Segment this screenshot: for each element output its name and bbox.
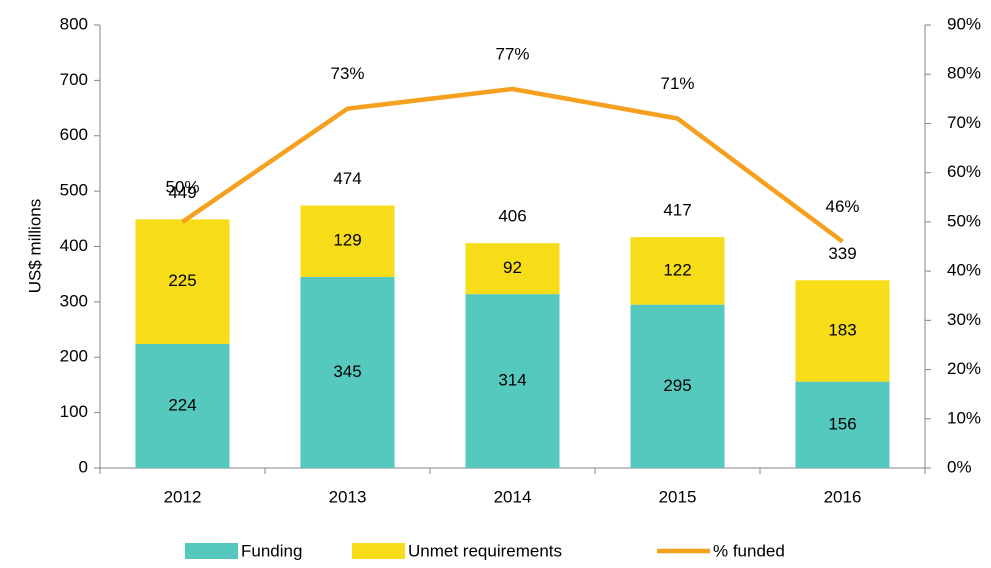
legend-swatch — [185, 543, 238, 559]
y-tick-label: 800 — [60, 14, 88, 33]
total-label: 406 — [498, 207, 526, 226]
total-label: 339 — [828, 244, 856, 263]
bar-value-label: 225 — [168, 271, 196, 290]
bar-segment — [135, 343, 230, 468]
legend-label: Funding — [241, 541, 302, 560]
bar-segment — [465, 243, 560, 295]
bar-segment — [795, 280, 890, 382]
line-value-label: 77% — [495, 44, 529, 63]
y2-tick-label: 40% — [947, 261, 981, 280]
bar-segment — [300, 276, 395, 468]
x-tick-label: 2015 — [659, 487, 697, 506]
y2-tick-label: 90% — [947, 14, 981, 33]
bar-segment — [630, 237, 725, 305]
line-value-label: 50% — [165, 177, 199, 196]
bar-value-label: 122 — [663, 260, 691, 279]
y2-tick-label: 30% — [947, 310, 981, 329]
y-tick-label: 300 — [60, 291, 88, 310]
y-tick-label: 0 — [79, 457, 88, 476]
y-tick-label: 400 — [60, 236, 88, 255]
x-tick-label: 2012 — [164, 487, 202, 506]
y-axis-label: US$ millions — [25, 199, 44, 293]
y-tick-label: 600 — [60, 125, 88, 144]
line-value-label: 46% — [825, 197, 859, 216]
y-tick-label: 100 — [60, 402, 88, 421]
bar-value-label: 92 — [503, 258, 522, 277]
y2-tick-label: 80% — [947, 64, 981, 83]
bar-value-label: 129 — [333, 231, 361, 250]
line — [181, 86, 844, 244]
x-tick-label: 2014 — [494, 487, 532, 506]
y-tick-label: 500 — [60, 181, 88, 200]
bar-segment — [465, 294, 560, 468]
y2-tick-label: 10% — [947, 408, 981, 427]
y-tick-label: 700 — [60, 70, 88, 89]
bar-value-label: 183 — [828, 320, 856, 339]
bar-segment — [630, 304, 725, 468]
legend-label: % funded — [713, 541, 785, 560]
y2-tick-label: 70% — [947, 113, 981, 132]
y2-tick-label: 60% — [947, 162, 981, 181]
legend-swatch — [352, 543, 405, 559]
bar-segment — [300, 205, 395, 277]
bar-value-label: 156 — [828, 414, 856, 433]
total-label: 449 — [168, 183, 196, 202]
y2-tick-label: 50% — [947, 211, 981, 230]
line-value-label: 73% — [330, 64, 364, 83]
bar-segment — [135, 219, 230, 344]
x-tick-label: 2013 — [329, 487, 367, 506]
total-label: 417 — [663, 201, 691, 220]
bar-value-label: 224 — [168, 395, 196, 414]
y-tick-label: 200 — [60, 347, 88, 366]
total-label: 474 — [333, 169, 361, 188]
y2-tick-label: 20% — [947, 359, 981, 378]
bar-value-label: 345 — [333, 362, 361, 381]
bar-segment — [795, 381, 890, 468]
legend-label: Unmet requirements — [408, 541, 562, 560]
x-tick-label: 2016 — [824, 487, 862, 506]
bar-value-label: 295 — [663, 376, 691, 395]
y2-tick-label: 0% — [947, 457, 972, 476]
bar-value-label: 314 — [498, 371, 526, 390]
line-value-label: 71% — [660, 74, 694, 93]
